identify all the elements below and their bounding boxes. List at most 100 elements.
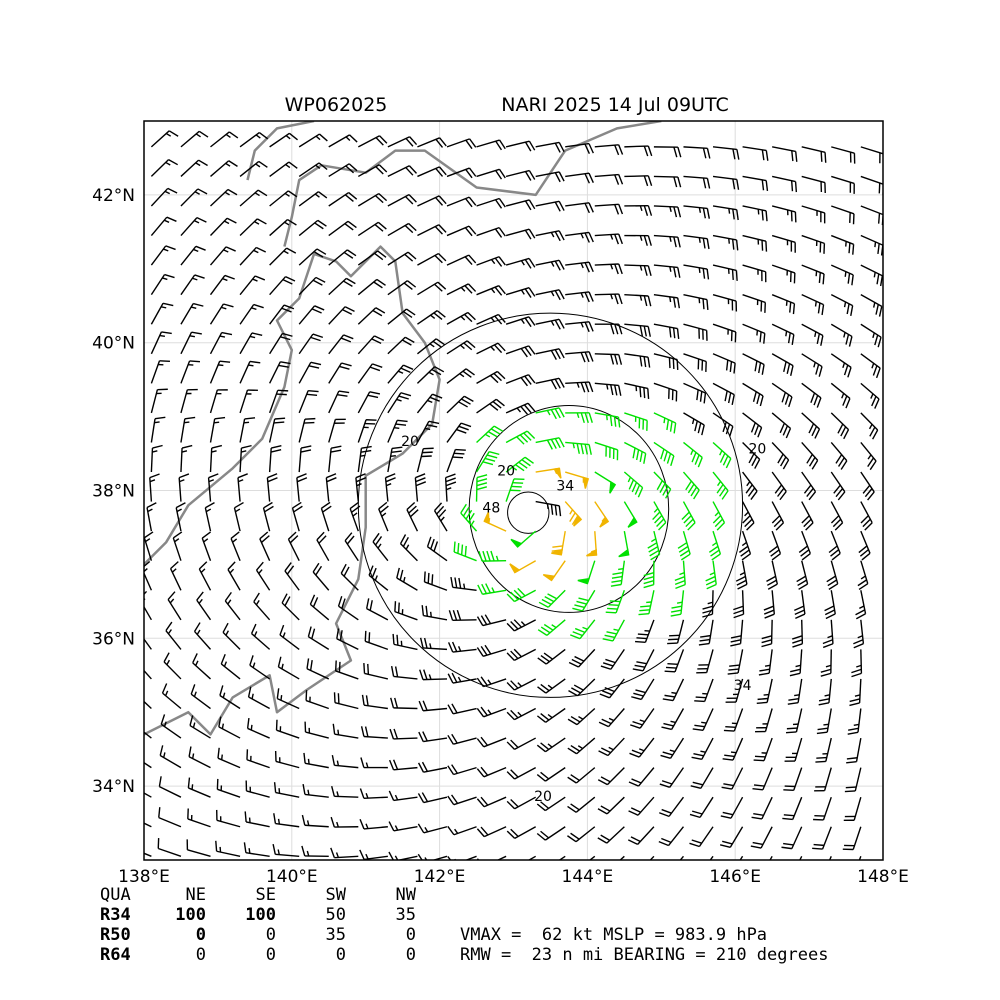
barb-half-feather: [484, 433, 491, 438]
wind-barb: [476, 736, 507, 748]
wind-barb: [368, 565, 389, 591]
barb-feather: [493, 425, 504, 433]
barb-half-feather: [429, 343, 435, 348]
barb-half-feather: [550, 261, 555, 267]
barb-feather: [494, 286, 503, 296]
barb-feather: [632, 447, 636, 459]
barb-feather: [526, 430, 536, 440]
barb-feather: [198, 561, 208, 570]
barb-feather: [348, 163, 358, 172]
wind-barb: [565, 172, 594, 184]
barb-feather: [394, 666, 399, 677]
barb-half-feather: [610, 264, 614, 270]
barb-feather: [445, 473, 456, 479]
barb-feather: [635, 640, 646, 643]
barb-feather: [434, 254, 443, 264]
barb-half-feather: [365, 853, 369, 860]
wind-barb: [565, 261, 594, 273]
barb-half-feather: [147, 508, 153, 513]
barb-feather: [618, 174, 624, 185]
wind-barb: [332, 723, 359, 739]
barb-feather: [614, 174, 620, 185]
wind-barb: [844, 767, 862, 793]
barb-feather: [554, 260, 561, 271]
barb-feather: [421, 792, 429, 802]
wind-barb: [727, 649, 744, 675]
barb-feather: [724, 754, 735, 758]
wind-barb: [418, 731, 448, 743]
barb-feather: [735, 270, 738, 281]
barb-half-feather: [728, 238, 730, 244]
barb-feather: [798, 545, 808, 554]
barb-feather: [280, 361, 291, 365]
barb-feather: [588, 291, 594, 302]
wind-barb: [277, 656, 300, 680]
barb-feather: [792, 303, 796, 315]
wind-barb: [298, 389, 319, 414]
barb-feather: [476, 677, 484, 688]
barb-feather: [431, 574, 434, 585]
barb-feather: [861, 552, 871, 561]
wind-barb: [394, 601, 418, 621]
barb-shaft: [278, 666, 300, 680]
barb-half-feather: [578, 715, 584, 720]
wind-barb: [476, 342, 506, 355]
barb-feather: [375, 166, 384, 175]
barb-feather: [629, 752, 640, 758]
barb-feather: [243, 842, 247, 853]
barb-feather: [830, 549, 840, 557]
wind-barb: [387, 336, 415, 355]
barb-feather: [435, 138, 444, 148]
barb-feather: [659, 812, 670, 818]
wind-barb: [624, 382, 650, 399]
barb-feather: [637, 487, 644, 498]
barb-feather: [423, 637, 428, 649]
wind-barb: [239, 275, 266, 296]
barb-feather: [786, 727, 798, 730]
barb-feather: [468, 254, 477, 264]
coastline-segment: [144, 245, 441, 736]
barb-feather: [310, 336, 321, 342]
barb-feather: [246, 717, 250, 729]
barb-feather: [859, 549, 869, 557]
wind-barb: [662, 678, 685, 702]
wind-barb: [446, 311, 476, 325]
wind-barb: [653, 441, 675, 467]
wind-barb: [414, 473, 427, 502]
barb-feather: [524, 141, 532, 152]
wind-barb: [269, 332, 293, 355]
barb-feather: [633, 692, 644, 697]
barb-feather: [506, 741, 515, 750]
barb-shaft: [269, 304, 285, 325]
barb-shaft: [364, 672, 389, 680]
wind-barb: [158, 776, 182, 798]
wind-barb: [812, 826, 832, 850]
barb-feather: [643, 235, 648, 246]
barb-feather: [144, 531, 154, 539]
barb-feather: [754, 459, 761, 469]
barb-feather: [574, 604, 585, 609]
wind-barb: [750, 826, 773, 849]
wind-barb: [298, 333, 324, 355]
table-cell: 100: [175, 905, 206, 925]
barb-feather: [316, 248, 327, 255]
wind-barb: [830, 382, 851, 409]
barb-feather: [744, 518, 753, 528]
wind-barb: [506, 737, 536, 750]
barb-shaft: [320, 508, 330, 532]
barb-feather: [452, 456, 464, 459]
wind-barb: [446, 340, 476, 355]
wind-barb: [594, 471, 617, 494]
barb-shaft: [771, 382, 793, 398]
barb-feather: [524, 229, 532, 240]
barb-feather: [247, 686, 252, 698]
wind-barb: [828, 530, 841, 561]
barb-shaft: [799, 649, 803, 674]
wind-barb: [453, 541, 477, 562]
barb-feather: [584, 173, 591, 184]
barb-shaft: [328, 334, 345, 355]
barb-feather: [431, 368, 442, 376]
wind-barb: [222, 622, 241, 650]
barb-feather: [706, 238, 710, 250]
wind-barb: [209, 303, 234, 325]
